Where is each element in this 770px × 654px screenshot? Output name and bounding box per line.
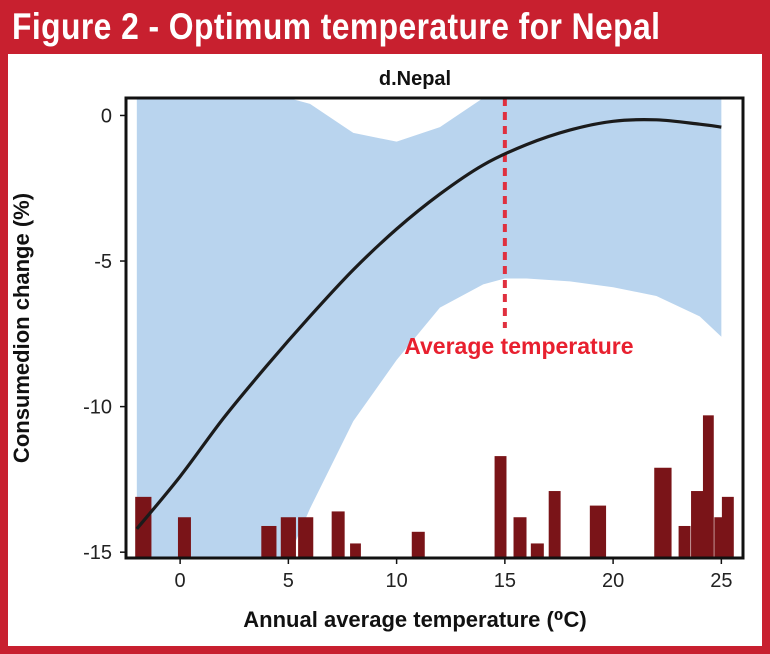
histogram-bar [135, 496, 152, 558]
histogram-bar [494, 456, 507, 558]
confidence-band [136, 98, 722, 558]
x-tick-label: 25 [710, 570, 732, 592]
histogram-bar [411, 531, 425, 558]
histogram-bar [691, 491, 705, 558]
x-tick-label: 15 [494, 570, 516, 592]
histogram-bar [261, 525, 277, 558]
chart-title: d.Nepal [379, 68, 451, 90]
histogram-bar [350, 543, 361, 558]
x-tick-label: 5 [283, 570, 294, 592]
histogram-bar [721, 496, 734, 558]
histogram-bar [589, 505, 607, 558]
histogram-bar [714, 517, 725, 558]
x-axis-title: Annual average temperature (⁰C) [243, 607, 586, 632]
figure-title: Figure 2 - Optimum temperature for Nepal [12, 6, 661, 47]
histogram-bar [298, 517, 314, 558]
x-tick-label: 20 [602, 570, 624, 592]
histogram-bar [530, 543, 544, 558]
chart-panel: d.Nepal 0 5 10 15 20 25 0 -5 -10 -15 Annual avera… [8, 54, 762, 646]
histogram-bar [513, 517, 527, 558]
histogram-bar [654, 467, 672, 558]
x-tick-label: 10 [385, 570, 407, 592]
histogram-bar [702, 415, 714, 558]
average-temperature-label: Average temperature [404, 333, 633, 359]
y-axis-title: Consumedion change (%) [9, 193, 34, 463]
chart-svg: d.Nepal 0 5 10 15 20 25 0 -5 -10 -15 Annual avera… [9, 68, 745, 632]
axis-ticks: 0 5 10 15 20 25 0 -5 -10 -15 [83, 105, 732, 592]
y-tick-label: -5 [94, 251, 112, 273]
plot-area [126, 98, 743, 558]
histogram-bar [678, 525, 691, 558]
histogram-bar [177, 517, 191, 558]
histogram-bar [548, 491, 561, 558]
histogram-bar [280, 517, 296, 558]
y-tick-label: -10 [83, 397, 112, 419]
y-tick-label: -15 [83, 542, 112, 564]
x-tick-label: 0 [175, 570, 186, 592]
plot-border [124, 96, 745, 560]
y-tick-label: 0 [101, 105, 112, 127]
fitted-curve [135, 118, 722, 530]
histogram-bar [331, 511, 345, 558]
